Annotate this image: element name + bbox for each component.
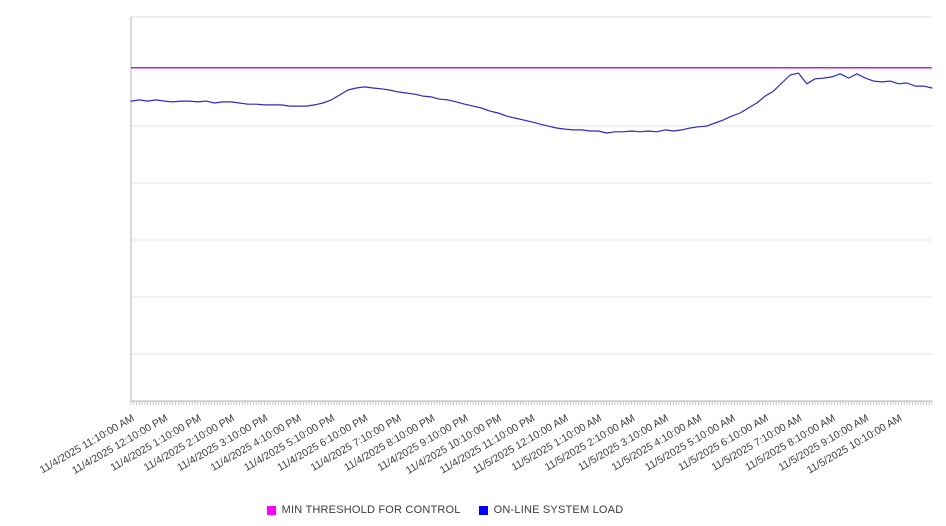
- chart-legend: MIN THRESHOLD FOR CONTROL ON-LINE SYSTEM…: [0, 504, 946, 516]
- online-system-load-legend-label: ON-LINE SYSTEM LOAD: [493, 504, 624, 516]
- min-threshold-legend-label: MIN THRESHOLD FOR CONTROL: [281, 504, 461, 516]
- online-system-load-line: [130, 72, 933, 134]
- online-system-load-legend-swatch: [478, 505, 488, 515]
- x-axis-minor-ticks: [130, 401, 933, 405]
- min-threshold-legend-swatch: [266, 505, 276, 515]
- gridlines: [131, 68, 932, 355]
- legend-item-min-threshold: MIN THRESHOLD FOR CONTROL: [266, 504, 461, 516]
- legend-item-online-system-load: ON-LINE SYSTEM LOAD: [478, 504, 624, 516]
